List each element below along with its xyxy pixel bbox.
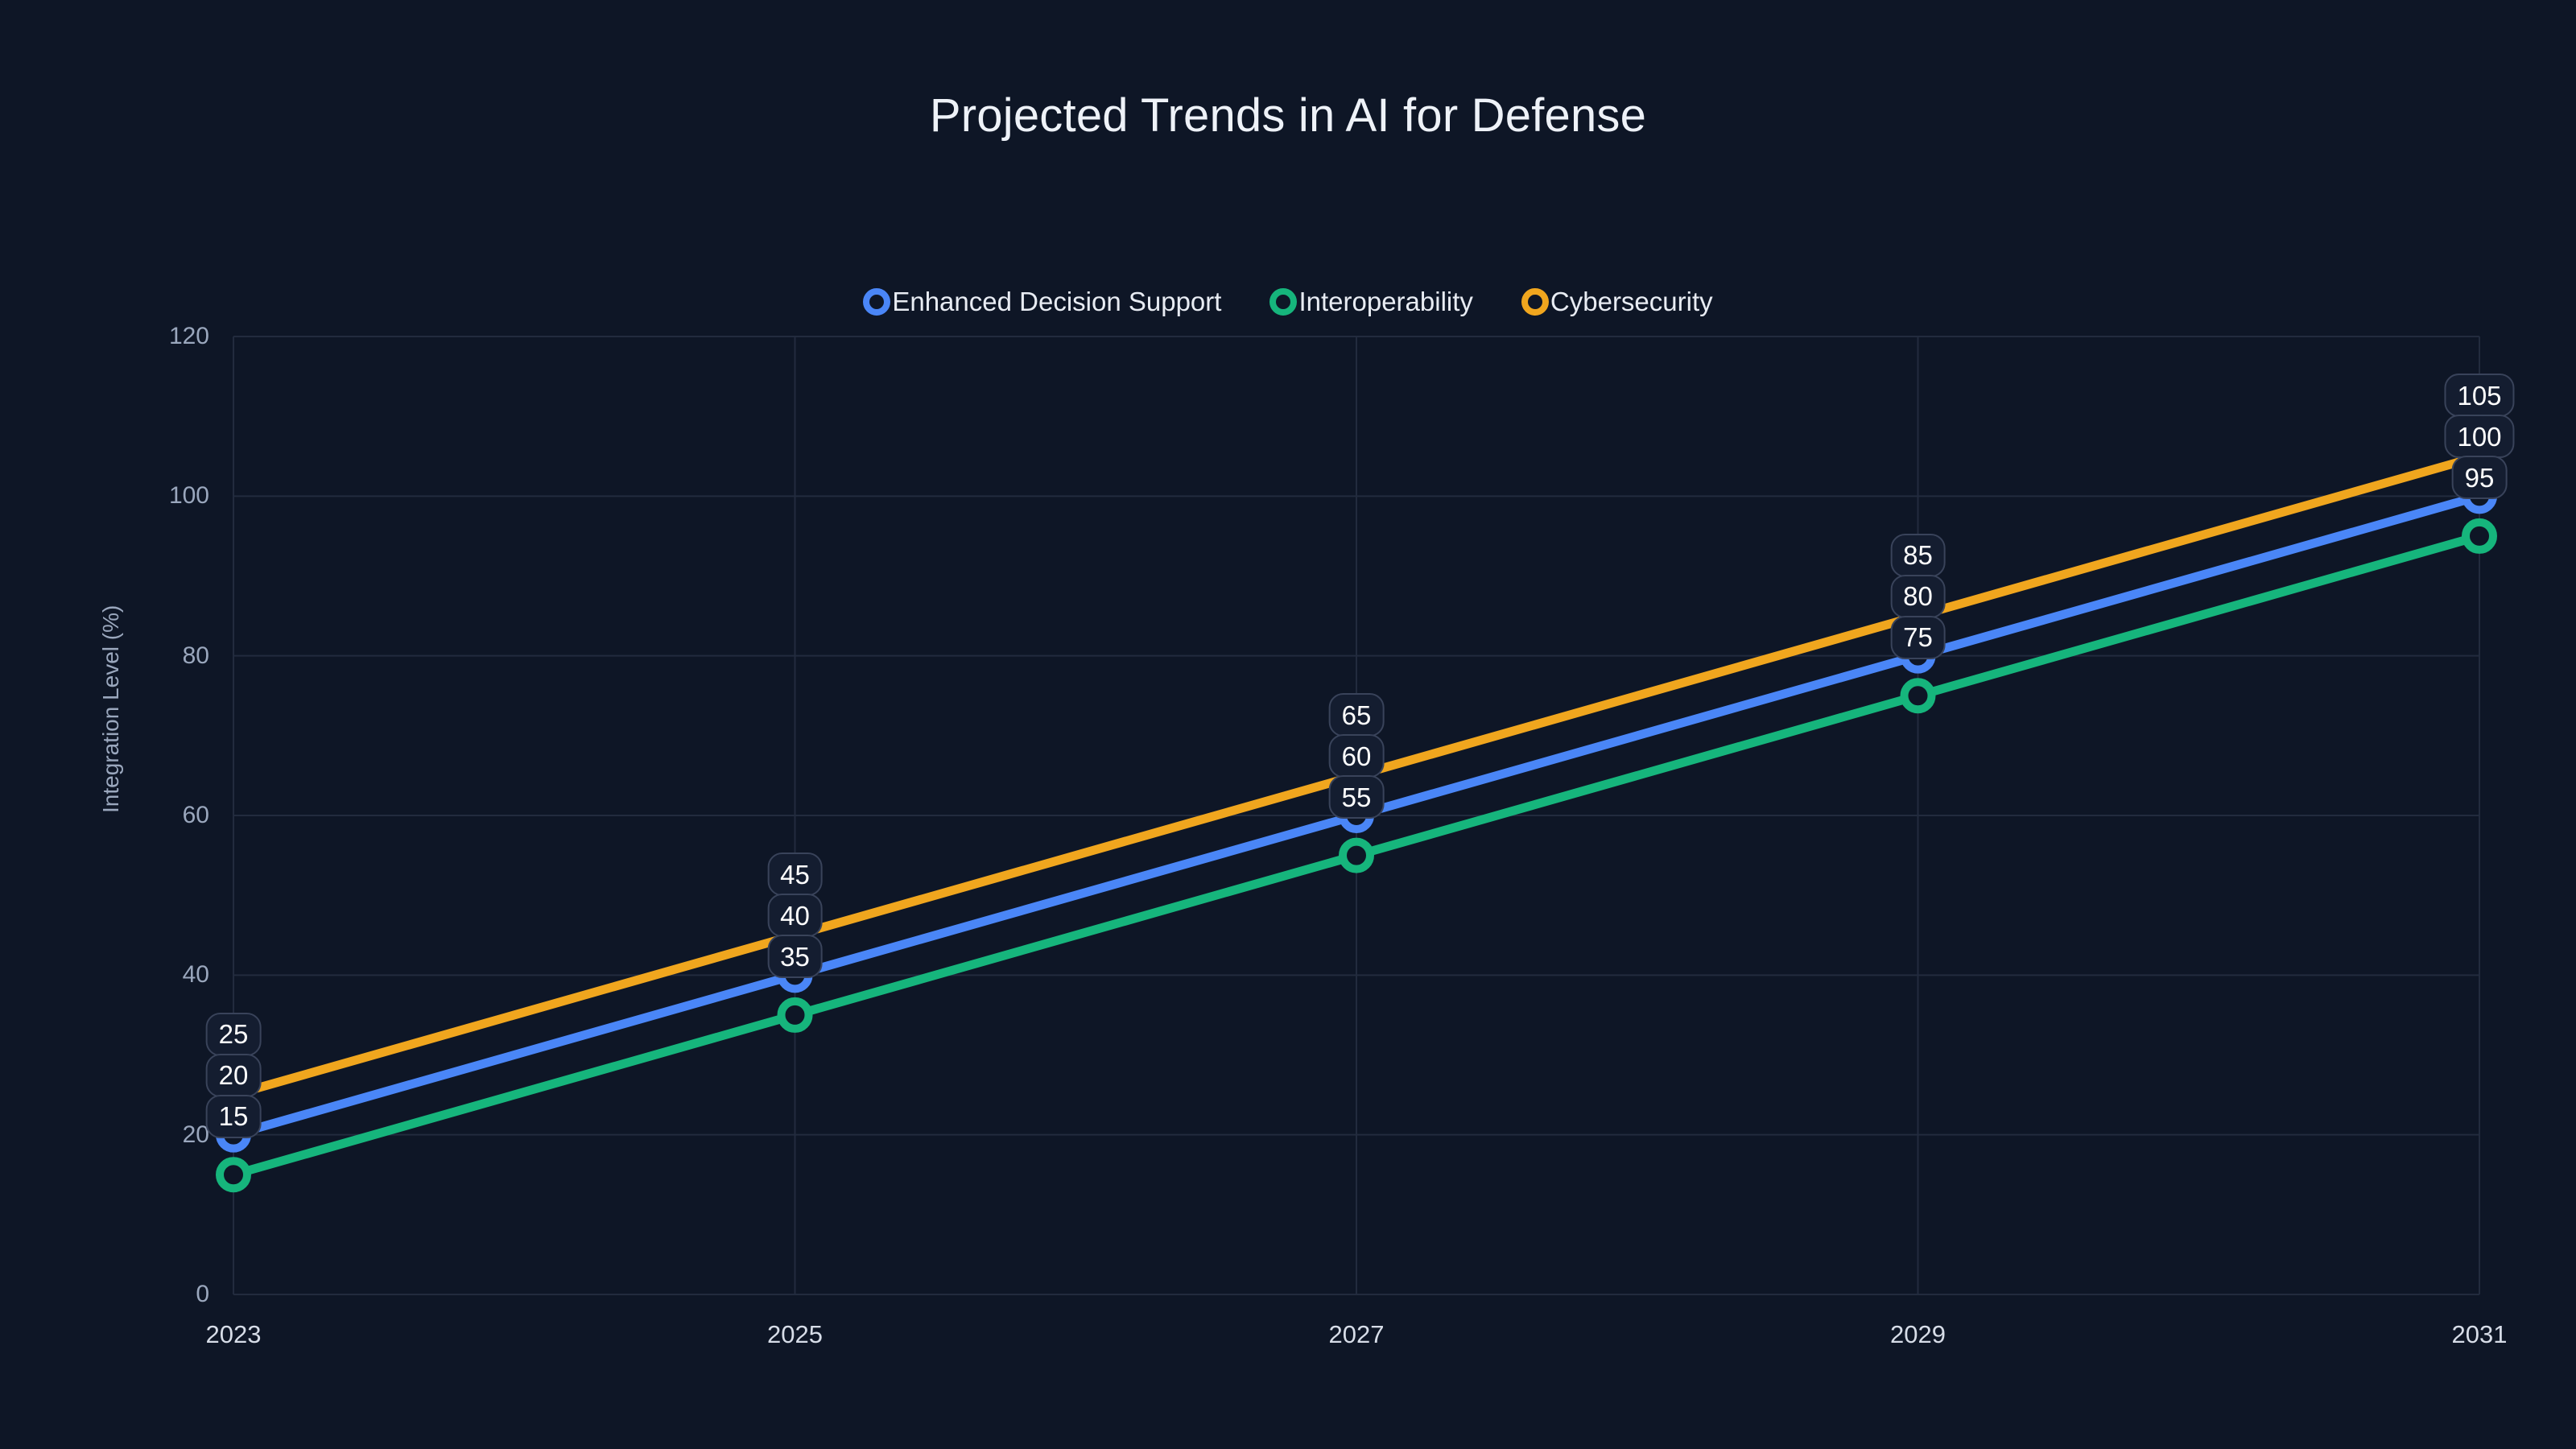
data-label-chip: 45 <box>767 852 823 897</box>
data-label-chip: 65 <box>1328 693 1385 737</box>
x-axis-tick-label: 2027 <box>1328 1320 1385 1348</box>
x-axis-tick-label: 2031 <box>2451 1320 2508 1348</box>
y-axis-tick-labels: 0 20 40 60 80 100 120 <box>0 323 209 1307</box>
data-label-chip: 85 <box>1890 533 1946 577</box>
legend-item-label: Cybersecurity <box>1550 287 1713 316</box>
y-axis-tick-label: 100 <box>168 482 209 510</box>
ring-marker-icon <box>1521 288 1549 316</box>
data-label-chip: 105 <box>2444 374 2515 418</box>
page-title: Projected Trends in AI for Defense <box>929 89 1647 142</box>
y-axis-title: Integration Level (%) <box>98 605 123 813</box>
y-axis-tick-label: 60 <box>182 802 209 828</box>
y-axis-tick-label: 120 <box>168 323 209 349</box>
data-label-chip: 100 <box>2444 415 2515 459</box>
data-label-chip: 95 <box>2451 456 2508 500</box>
data-label-chip: 55 <box>1328 775 1385 819</box>
ring-marker-icon <box>863 288 891 316</box>
x-axis-tick-label: 2025 <box>767 1320 823 1348</box>
data-label-chip: 60 <box>1328 734 1385 778</box>
ring-marker-icon <box>1269 288 1298 316</box>
data-point-marker[interactable] <box>216 1157 251 1193</box>
data-label-chip: 75 <box>1890 615 1946 659</box>
data-label-chip: 80 <box>1890 574 1946 618</box>
data-label-chip: 20 <box>205 1053 262 1097</box>
y-axis-tick-label: 20 <box>182 1121 209 1148</box>
y-axis-tick-label: 80 <box>182 642 209 669</box>
legend-item[interactable]: Interoperability <box>1269 287 1473 317</box>
data-point-marker[interactable] <box>2462 518 2497 554</box>
legend-item-label: Enhanced Decision Support <box>892 287 1222 316</box>
legend-item[interactable]: Enhanced Decision Support <box>863 287 1221 317</box>
x-axis-tick-label: 2023 <box>205 1320 262 1348</box>
data-point-marker[interactable] <box>1339 837 1374 873</box>
data-label-chip: 25 <box>205 1012 262 1056</box>
y-axis-tick-label: 40 <box>182 961 209 989</box>
y-axis-tick-label: 0 <box>196 1281 209 1307</box>
chart-legend: Enhanced Decision Support Interoperabilit… <box>0 287 2576 317</box>
data-point-marker[interactable] <box>1900 678 1936 714</box>
x-axis-tick-label: 2029 <box>1890 1320 1946 1348</box>
data-label-chip: 15 <box>205 1094 262 1138</box>
data-point-marker[interactable] <box>777 997 813 1033</box>
data-label-chip: 35 <box>767 935 823 979</box>
legend-item[interactable]: Cybersecurity <box>1521 287 1713 317</box>
legend-item-label: Interoperability <box>1298 287 1473 316</box>
data-label-chip: 40 <box>767 894 823 938</box>
